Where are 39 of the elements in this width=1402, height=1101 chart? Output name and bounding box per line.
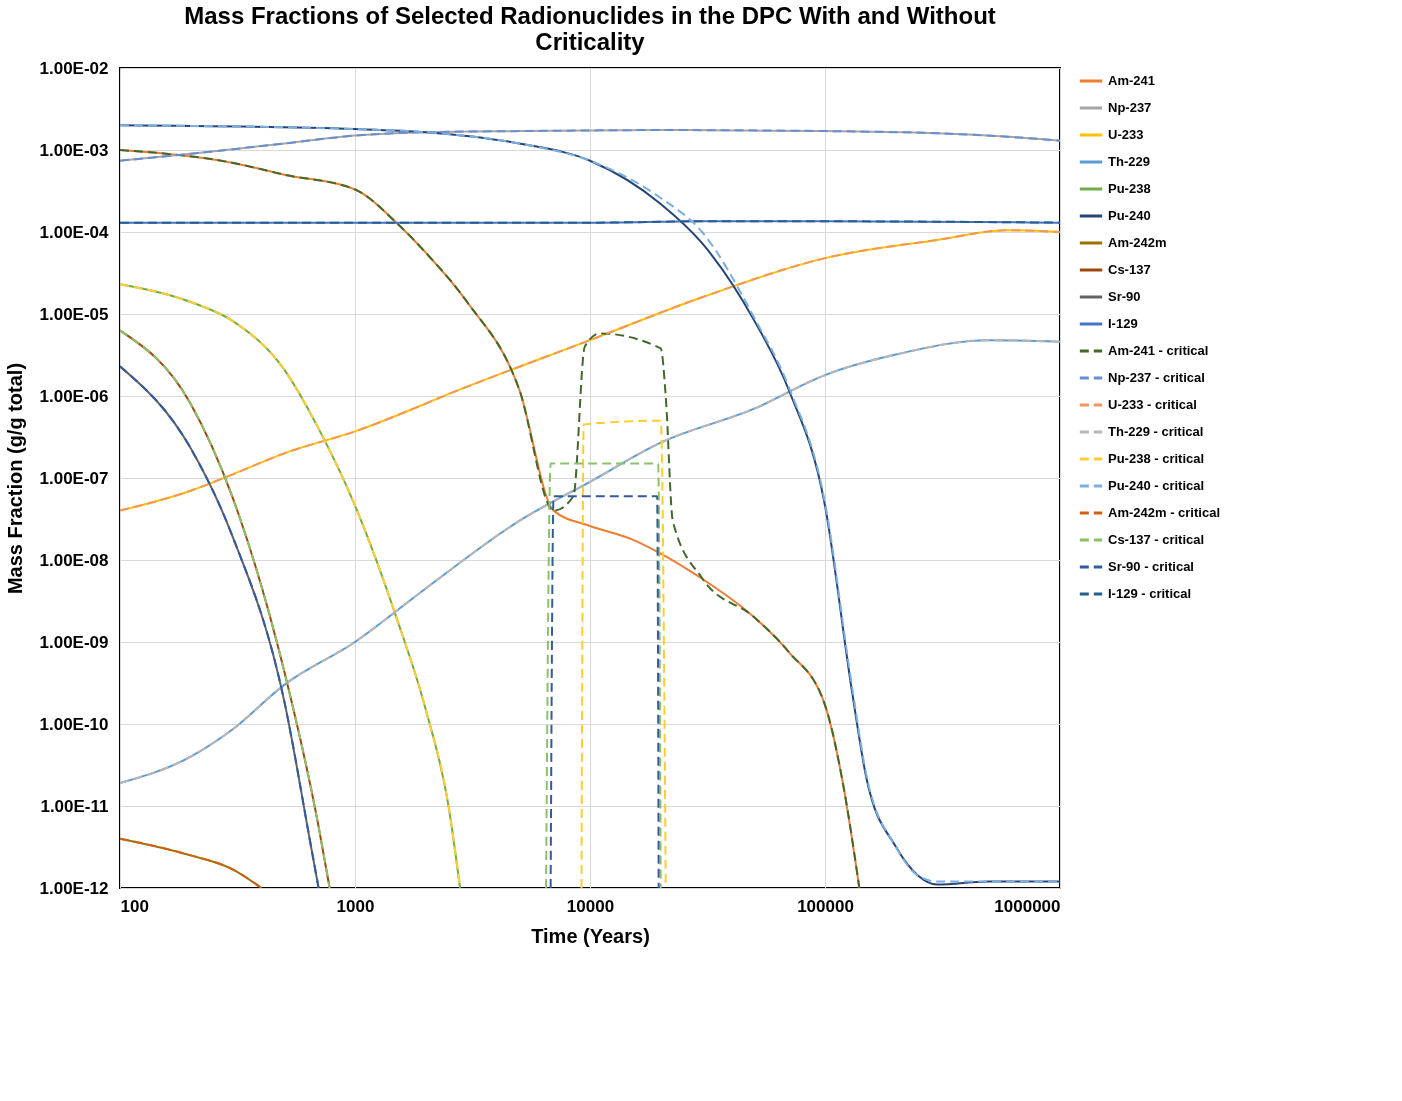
y-tick-label: 1.00E-03 xyxy=(39,140,109,160)
legend-label: I-129 xyxy=(1108,316,1138,331)
y-tick-label: 1.00E-06 xyxy=(39,386,109,406)
y-tick-label: 1.00E-04 xyxy=(39,222,110,242)
x-tick-label: 1000000 xyxy=(994,896,1061,916)
legend-label: Th-229 - critical xyxy=(1108,424,1204,439)
y-tick-label: 1.00E-09 xyxy=(39,632,109,652)
x-tick-label: 1000 xyxy=(336,896,375,916)
x-tick-label: 100000 xyxy=(797,896,854,916)
legend-label: Np-237 xyxy=(1108,100,1152,115)
x-axis-title: Time (Years) xyxy=(531,924,650,947)
legend-label: Pu-240 xyxy=(1108,208,1151,223)
legend-label: Pu-238 xyxy=(1108,181,1151,196)
y-axis-title: Mass Fraction (g/g total) xyxy=(3,362,26,595)
legend-label: Am-242m xyxy=(1108,235,1167,250)
legend-label: I-129 - critical xyxy=(1108,586,1192,601)
legend-label: Am-242m - critical xyxy=(1108,505,1220,520)
legend-label: Cs-137 xyxy=(1108,262,1151,277)
y-tick-label: 1.00E-12 xyxy=(39,878,109,898)
y-tick-label: 1.00E-05 xyxy=(39,304,109,324)
legend-label: Cs-137 - critical xyxy=(1108,532,1205,547)
y-tick-label: 1.00E-02 xyxy=(39,58,109,78)
legend-label: Am-241 - critical xyxy=(1108,343,1209,358)
legend-label: Sr-90 xyxy=(1108,289,1141,304)
y-tick-label: 1.00E-10 xyxy=(39,714,109,734)
legend-label: Am-241 xyxy=(1108,73,1155,88)
legend-label: Sr-90 - critical xyxy=(1108,559,1194,574)
x-tick-label: 100 xyxy=(120,896,149,916)
legend-label: U-233 - critical xyxy=(1108,397,1197,412)
legend-label: Pu-238 - critical xyxy=(1108,451,1205,466)
y-tick-label: 1.00E-08 xyxy=(39,550,109,570)
chart-title: Mass Fractions of Selected Radionuclides in the DPC With and Without Criticality xyxy=(184,2,996,55)
legend-label: Th-229 xyxy=(1108,154,1150,169)
legend-label: Np-237 - critical xyxy=(1108,370,1205,385)
legend-label: Pu-240 - critical xyxy=(1108,478,1205,493)
y-tick-label: 1.00E-11 xyxy=(40,796,109,816)
legend-label: U-233 xyxy=(1108,127,1144,142)
y-tick-label: 1.00E-07 xyxy=(39,468,109,488)
x-tick-label: 10000 xyxy=(566,896,615,916)
